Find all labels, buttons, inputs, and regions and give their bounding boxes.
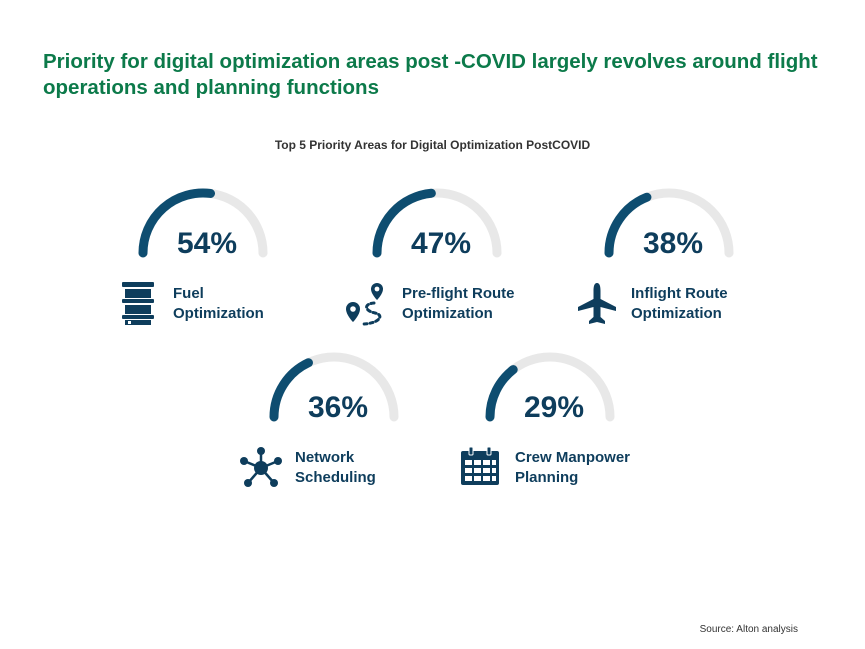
fuel-barrel-icon [122,282,154,325]
gauge-fill-arc [269,358,313,422]
gauge-network-scheduling: 36% [269,352,399,424]
gauge-value-label: 29% [524,391,584,424]
gauge-label-fuel-optimization: Fuel Optimization [173,284,264,324]
gauge-value-label: 47% [411,227,471,260]
gauge-preflight-route: 47% [372,188,502,260]
label-line-1: Network [295,449,355,466]
gauge-value-label: 54% [177,227,237,260]
gauge-value-label: 36% [308,391,368,424]
gauge-value-label: 38% [643,227,703,260]
route-pin-icon [346,283,383,326]
gauge-label-crew-manpower: Crew Manpower Planning [515,448,630,488]
label-line-2: Optimization [631,305,722,322]
gauge-label-preflight-route: Pre-flight Route Optimization [402,284,515,324]
gauge-fuel-optimization: 54% [138,188,268,260]
gauge-label-inflight-route: Inflight Route Optimization [631,284,728,324]
label-line-2: Optimization [173,305,264,322]
label-line-1: Pre-flight Route [402,285,515,302]
label-line-1: Fuel [173,285,204,302]
headline: Priority for digital optimization areas … [43,50,818,99]
label-line-2: Optimization [402,305,493,322]
airplane-icon [578,283,616,324]
gauge-fill-arc [138,188,216,258]
label-line-1: Crew Manpower [515,449,631,466]
label-line-2: Scheduling [295,469,376,486]
gauge-label-network-scheduling: Network Scheduling [295,448,376,488]
gauge-inflight-route: 38% [604,188,734,260]
gauge-fill-arc [485,365,518,422]
gauge-fill-arc [372,188,436,258]
gauge-fill-arc [604,192,652,258]
source-note: Source: Alton analysis [699,624,798,635]
label-line-2: Planning [515,469,579,486]
chart-title: Top 5 Priority Areas for Digital Optimiz… [274,138,591,152]
calendar-icon [461,446,499,485]
label-line-1: Inflight Route [631,285,728,302]
network-icon [240,447,282,487]
gauge-crew-manpower: 29% [485,352,615,424]
